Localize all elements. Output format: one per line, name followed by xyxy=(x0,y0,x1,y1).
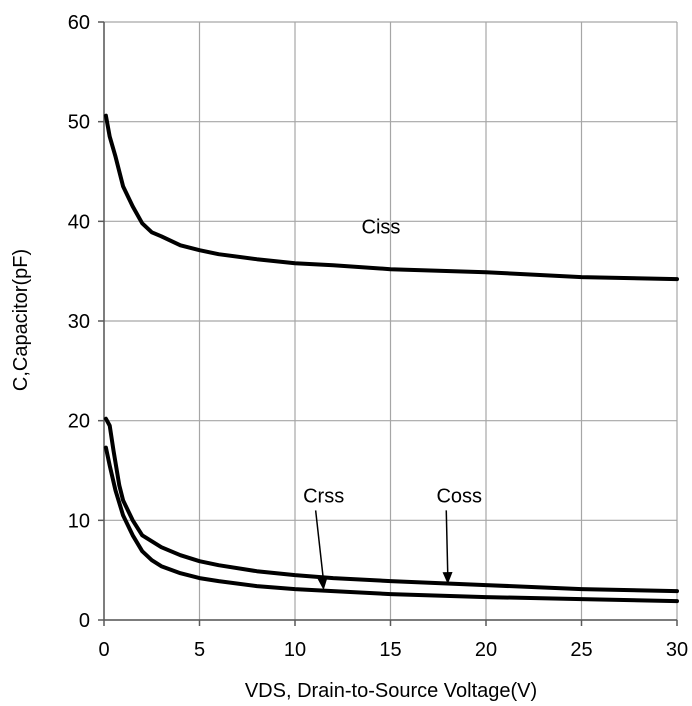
x-axis-title: VDS, Drain-to-Source Voltage(V) xyxy=(245,680,537,702)
annotation-arrowhead-coss xyxy=(442,572,453,585)
x-tick-label-2: 10 xyxy=(284,639,306,661)
x-tick-label-0: 0 xyxy=(98,639,109,661)
y-tick-label-3: 30 xyxy=(68,311,90,333)
y-tick-label-4: 40 xyxy=(68,211,90,233)
grid xyxy=(98,21,678,626)
x-tick-label-4: 20 xyxy=(475,639,497,661)
series-line-ciss xyxy=(103,113,679,282)
series-line-coss xyxy=(103,416,679,594)
y-tick-label-0: 0 xyxy=(79,610,90,632)
y-tick-labels: 0 10 20 30 40 50 60 xyxy=(68,12,90,632)
annotation-ciss: Ciss xyxy=(362,216,401,238)
y-axis-title: C,Capacitor(pF) xyxy=(10,249,32,391)
x-tick-label-5: 25 xyxy=(570,639,592,661)
annotation-arrow-coss xyxy=(445,510,449,577)
y-tick-label-6: 60 xyxy=(68,12,90,34)
annotation-arrow-crss xyxy=(314,510,325,583)
y-tick-label-1: 10 xyxy=(68,510,90,532)
x-tick-labels: 0 5 10 15 20 25 30 xyxy=(98,639,688,661)
x-tick-label-6: 30 xyxy=(666,639,688,661)
annotations: Ciss Crss Coss xyxy=(303,216,482,591)
y-tick-label-2: 20 xyxy=(68,411,90,433)
y-tick-label-5: 50 xyxy=(68,112,90,134)
annotation-coss: Coss xyxy=(436,485,482,507)
x-tick-label-1: 5 xyxy=(194,639,205,661)
annotation-crss: Crss xyxy=(303,485,344,507)
series-lines xyxy=(103,113,679,604)
series-line-crss xyxy=(103,445,679,604)
annotation-arrowhead-crss xyxy=(317,577,328,591)
x-tick-label-3: 15 xyxy=(379,639,401,661)
